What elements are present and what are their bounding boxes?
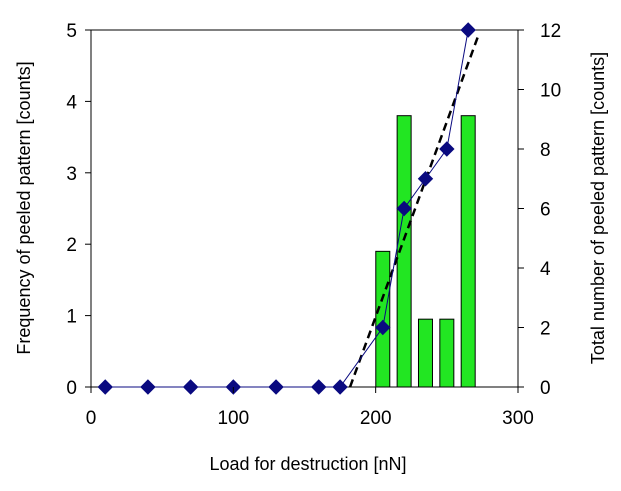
right-tick-label: 4: [540, 259, 551, 280]
left-tick-label: 1: [66, 307, 77, 328]
fit-line-group: [348, 35, 480, 388]
right-axis-label: Total number of peeled pattern [counts]: [588, 52, 608, 364]
right-tick-label: 8: [540, 140, 551, 161]
cumulative-point: [311, 379, 327, 395]
left-tick-label: 3: [66, 164, 77, 185]
right-tick-label: 6: [540, 200, 551, 221]
right-tick-label: 0: [540, 378, 551, 399]
bar: [439, 318, 455, 388]
fit-line: [348, 35, 480, 388]
x-tick-label: 100: [217, 408, 249, 429]
right-axis-ticks: 0 2 4 6 8 10 12: [518, 21, 561, 399]
cumulative-point: [460, 22, 476, 38]
left-tick-label: 0: [66, 378, 77, 399]
x-tick-label: 200: [360, 408, 392, 429]
x-tick-label: 0: [86, 408, 97, 429]
x-axis-ticks: 0 100 200 300: [86, 387, 534, 429]
bar: [460, 115, 476, 388]
left-tick-label: 2: [66, 235, 77, 256]
left-axis-label: Frequency of peeled pattern [counts]: [14, 61, 34, 354]
left-tick-label: 5: [66, 21, 77, 42]
right-tick-label: 2: [540, 319, 551, 340]
cumulative-point: [182, 379, 199, 395]
left-tick-label: 4: [66, 92, 77, 113]
cumulative-point: [97, 379, 113, 395]
bar: [375, 250, 391, 388]
cumulative-point: [417, 171, 434, 187]
bar: [417, 318, 433, 388]
cumulative-point: [268, 379, 284, 395]
cumulative-point: [396, 200, 412, 217]
cumulative-point: [439, 141, 455, 157]
right-tick-label: 10: [540, 81, 561, 102]
cumulative-point: [140, 379, 156, 395]
left-axis-ticks: 0 1 2 3 4 5: [66, 21, 91, 399]
x-axis-label: Load for destruction [nN]: [209, 454, 406, 474]
cumulative-point: [332, 379, 348, 395]
right-tick-label: 12: [540, 21, 561, 42]
bar: [396, 115, 412, 388]
cumulative-point: [375, 319, 391, 336]
x-tick-label: 300: [502, 408, 534, 429]
